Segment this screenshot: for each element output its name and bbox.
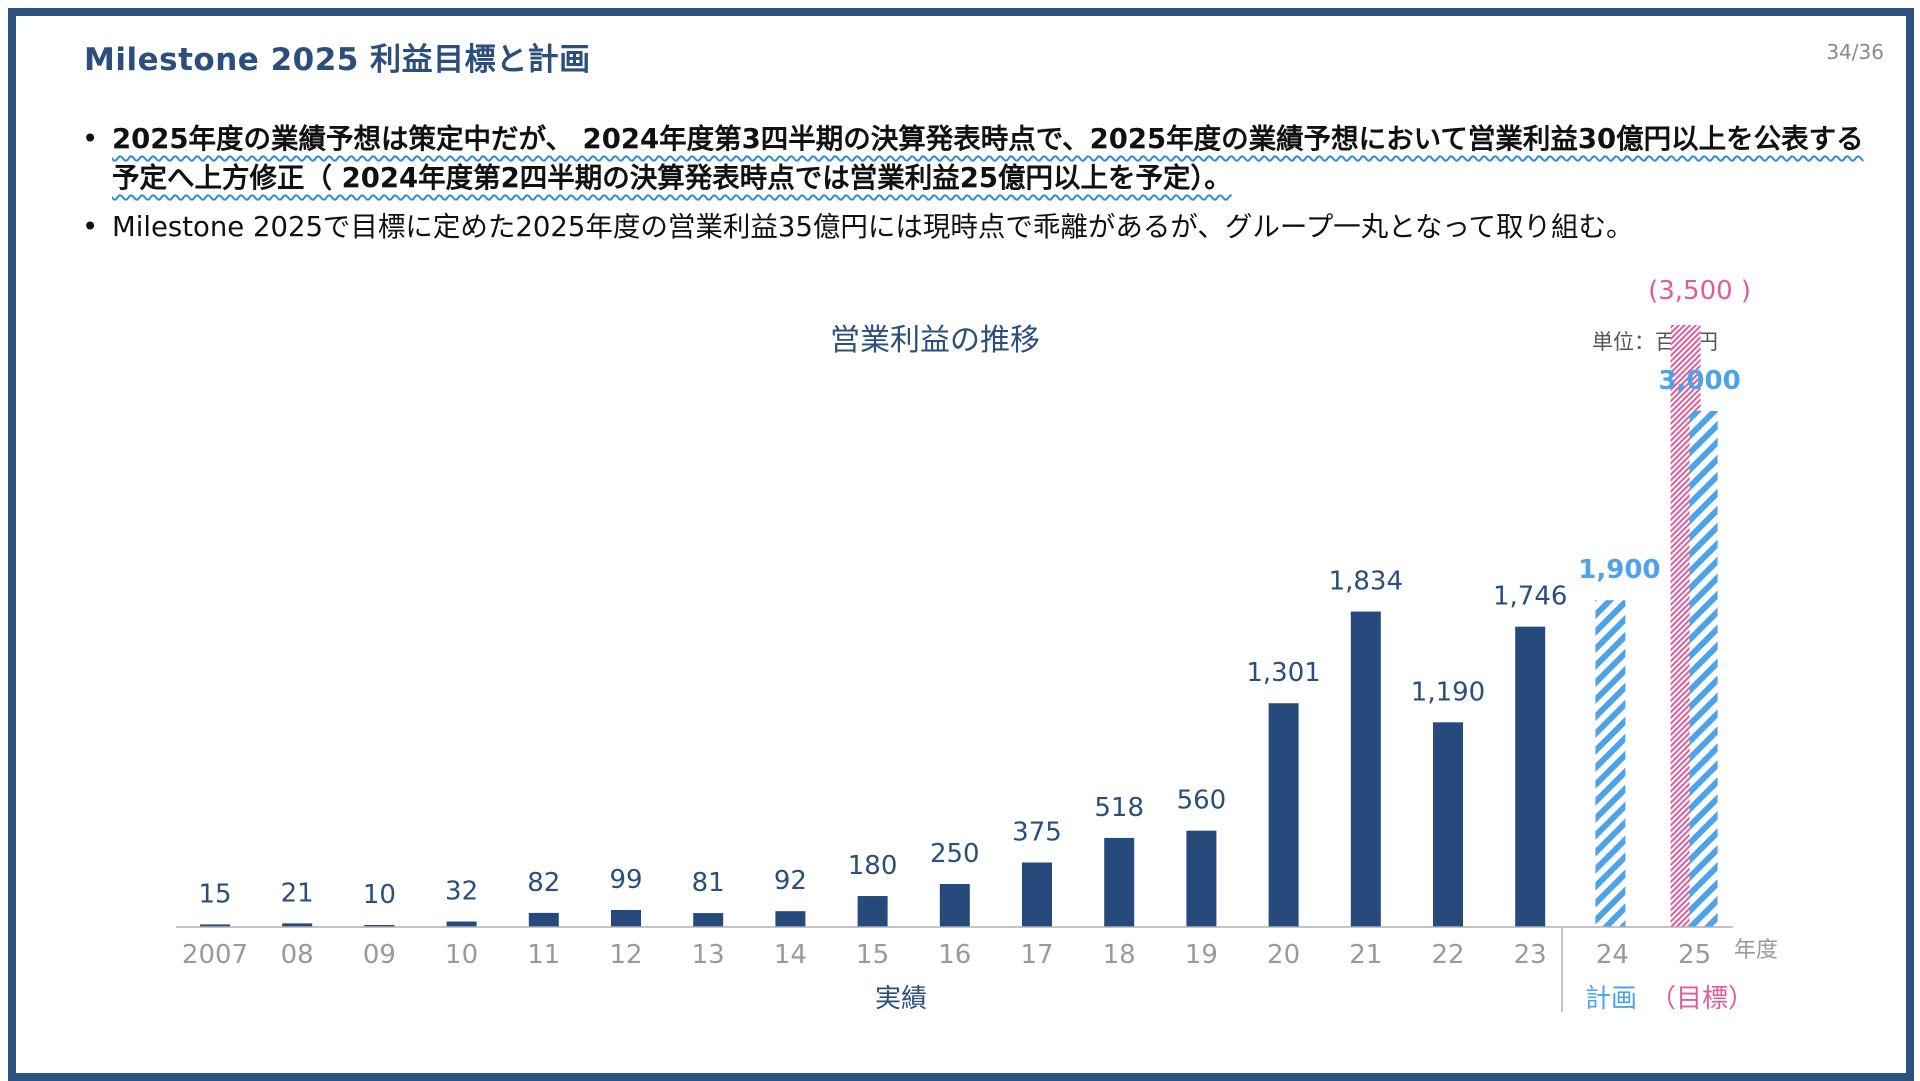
bar-actual [857, 896, 888, 927]
bar-actual [1186, 830, 1217, 927]
x-tick-label: 09 [363, 940, 396, 970]
bar-actual [1022, 862, 1052, 927]
bar-actual [364, 925, 395, 927]
x-tick-label: 13 [692, 940, 725, 970]
bar-actual [1104, 837, 1135, 927]
bar-actual [1433, 722, 1463, 927]
group-label-plan: 計画 [1585, 984, 1637, 1014]
x-tick-label: 15 [856, 940, 889, 970]
x-axis-suffix: 年度 [1734, 938, 1778, 963]
bar-plan [1595, 600, 1626, 927]
data-label-actual: 15 [198, 879, 231, 909]
bar-actual [282, 923, 313, 927]
x-tick-label: 2007 [182, 940, 248, 970]
bullet-item: Milestone 2025で目標に定めた2025年度の営業利益35億円には現時… [78, 208, 1868, 247]
x-tick-label: 18 [1103, 940, 1136, 970]
x-tick-label: 12 [609, 940, 642, 970]
page-number: 34/36 [1826, 40, 1884, 64]
x-tick-label: 24 [1596, 940, 1629, 970]
data-label-actual: 1,746 [1493, 582, 1567, 612]
group-label-actual: 実績 [875, 984, 927, 1014]
bar-actual [1268, 703, 1299, 927]
bar-actual [446, 921, 477, 927]
data-label-actual: 518 [1094, 793, 1144, 823]
data-label-actual: 10 [363, 880, 396, 910]
bar-actual [775, 911, 806, 927]
x-tick-label: 08 [281, 940, 314, 970]
data-label-actual: 1,834 [1329, 567, 1403, 597]
bullet-text: Milestone 2025で目標に定めた2025年度の営業利益35億円には現時… [112, 211, 1634, 243]
x-tick-label: 21 [1349, 940, 1382, 970]
bar-actual [528, 912, 559, 927]
bar-actual [611, 909, 641, 927]
bar-actual [1515, 626, 1546, 927]
slide-title: Milestone 2025 利益目標と計画 [84, 42, 591, 78]
bar-actual [939, 884, 970, 927]
bullet-list: 2025年度の業績予想は策定中だが、 2024年度第3四半期の決算発表時点で、2… [78, 120, 1868, 257]
data-label-actual: 1,301 [1246, 658, 1320, 688]
x-tick-label: 11 [527, 940, 560, 970]
bar-actual [1350, 611, 1381, 927]
x-tick-label: 22 [1431, 940, 1464, 970]
data-label-actual: 560 [1177, 786, 1227, 816]
bar-plan [1689, 411, 1718, 927]
bullet-text-highlighted: 2025年度の業績予想は策定中だが、 2024年度第3四半期の決算発表時点で、2… [112, 123, 1864, 194]
data-label-actual: 1,190 [1411, 677, 1485, 707]
chart-title: 営業利益の推移 [830, 323, 1040, 358]
x-tick-label: 19 [1185, 940, 1218, 970]
x-tick-label: 10 [445, 940, 478, 970]
data-label-target: (3,500 ) [1648, 276, 1751, 306]
x-tick-label: 25 [1678, 940, 1711, 970]
data-label-actual: 250 [930, 839, 980, 869]
data-label-actual: 375 [1012, 818, 1062, 848]
data-label-actual: 99 [609, 865, 642, 895]
data-label-actual: 82 [527, 868, 560, 898]
bar-actual [693, 913, 724, 927]
x-tick-label: 23 [1514, 940, 1547, 970]
x-tick-label: 14 [774, 940, 807, 970]
x-tick-label: 17 [1020, 940, 1053, 970]
bullet-item: 2025年度の業績予想は策定中だが、 2024年度第3四半期の決算発表時点で、2… [78, 120, 1868, 198]
data-label-plan: 1,900 [1578, 555, 1660, 585]
x-tick-label: 20 [1267, 940, 1300, 970]
data-label-actual: 92 [774, 866, 807, 896]
data-label-actual: 21 [281, 878, 314, 908]
x-tick-label: 16 [938, 940, 971, 970]
data-label-actual: 81 [692, 868, 725, 898]
data-label-actual: 180 [848, 851, 898, 881]
data-label-actual: 32 [445, 876, 478, 906]
bar-actual [200, 924, 230, 927]
data-label-plan: 3,000 [1658, 366, 1740, 396]
group-label-target: （目標） [1650, 984, 1754, 1014]
